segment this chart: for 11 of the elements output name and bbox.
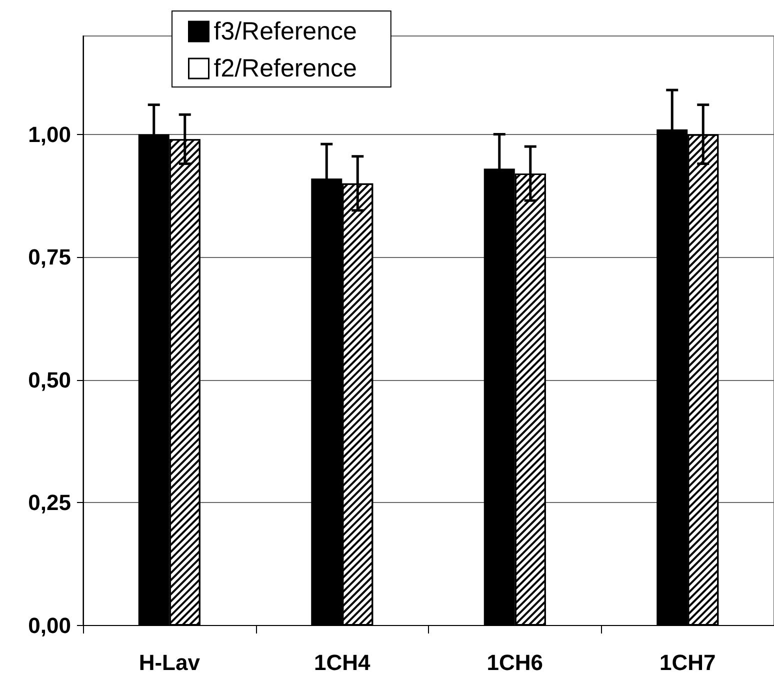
y-tick-label: 0,25 xyxy=(28,490,71,516)
y-tick-label: 0,50 xyxy=(28,367,71,392)
legend-label: f2/Reference xyxy=(214,54,357,82)
legend-label: f3/Reference xyxy=(214,18,357,46)
x-tick-label: H-Lav xyxy=(138,650,201,675)
x-tick-label: 1CH4 xyxy=(314,650,372,675)
x-tick-label: 1CH6 xyxy=(486,650,543,675)
x-tick-label: 1CH7 xyxy=(660,650,716,675)
y-tick-label: 1,00 xyxy=(28,122,71,147)
y-tick-label: 0,00 xyxy=(28,613,71,638)
y-tick-label: 0,75 xyxy=(28,244,71,270)
